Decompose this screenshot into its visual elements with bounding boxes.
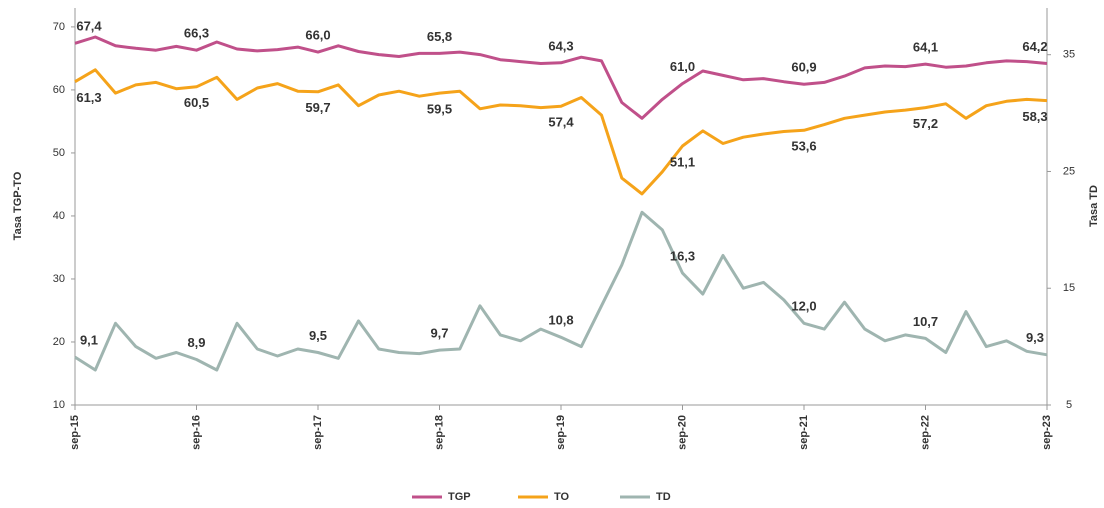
value-label: 65,8 (427, 29, 452, 44)
value-label: 12,0 (791, 299, 816, 314)
value-label: 60,5 (184, 95, 209, 110)
y2-axis-title: Tasa TD (1088, 185, 1100, 227)
series-line (74, 35, 1048, 120)
value-label: 57,2 (913, 116, 938, 131)
y-tick-label: 70 (53, 21, 65, 33)
value-label: 58,3 (1022, 109, 1047, 124)
value-label: 59,7 (305, 100, 330, 115)
legend-label: TD (656, 491, 671, 503)
value-label: 60,9 (791, 60, 816, 75)
y-axis-title: Tasa TGP-TO (12, 171, 24, 240)
value-label: 10,7 (913, 314, 938, 329)
x-tick-label: sep-16 (190, 415, 202, 450)
value-label: 64,1 (913, 40, 938, 55)
y2-tick-label: 15 (1063, 282, 1075, 294)
legend-label: TO (554, 491, 570, 503)
x-tick-label: sep-15 (69, 415, 81, 450)
value-label: 10,8 (548, 313, 573, 328)
y-tick-label: 20 (53, 336, 65, 348)
value-label: 51,1 (670, 154, 695, 169)
value-label: 53,6 (791, 139, 816, 154)
value-label: 66,0 (305, 28, 330, 43)
value-label: 9,3 (1026, 330, 1044, 345)
x-tick-label: sep-22 (919, 415, 931, 450)
value-label: 59,5 (427, 102, 452, 117)
value-label: 8,9 (187, 335, 205, 350)
series-line (74, 68, 1048, 196)
x-tick-label: sep-23 (1041, 415, 1053, 450)
y-tick-label: 40 (53, 210, 65, 222)
value-label: 61,3 (76, 90, 101, 105)
value-label: 9,7 (430, 326, 448, 341)
y-tick-label: 60 (53, 84, 65, 96)
value-label: 64,2 (1022, 39, 1047, 54)
x-tick-label: sep-20 (676, 415, 688, 450)
value-label: 57,4 (548, 115, 574, 130)
series-line (74, 210, 1048, 372)
value-label: 16,3 (670, 248, 695, 263)
y2-tick-label: 25 (1063, 165, 1075, 177)
value-label: 66,3 (184, 26, 209, 41)
x-tick-label: sep-17 (312, 415, 324, 450)
value-label: 9,1 (80, 333, 98, 348)
value-label: 67,4 (76, 19, 102, 34)
x-tick-label: sep-21 (798, 415, 810, 450)
value-label: 61,0 (670, 59, 695, 74)
y-tick-label: 10 (53, 399, 65, 411)
x-tick-label: sep-19 (555, 415, 567, 450)
value-label: 9,5 (309, 328, 327, 343)
y2-tick-label: 5 (1066, 399, 1072, 411)
y-tick-label: 30 (53, 273, 65, 285)
y2-tick-label: 35 (1063, 49, 1075, 61)
y-tick-label: 50 (53, 147, 65, 159)
value-label: 64,3 (548, 38, 573, 53)
legend-label: TGP (448, 491, 471, 503)
x-tick-label: sep-18 (433, 415, 445, 450)
